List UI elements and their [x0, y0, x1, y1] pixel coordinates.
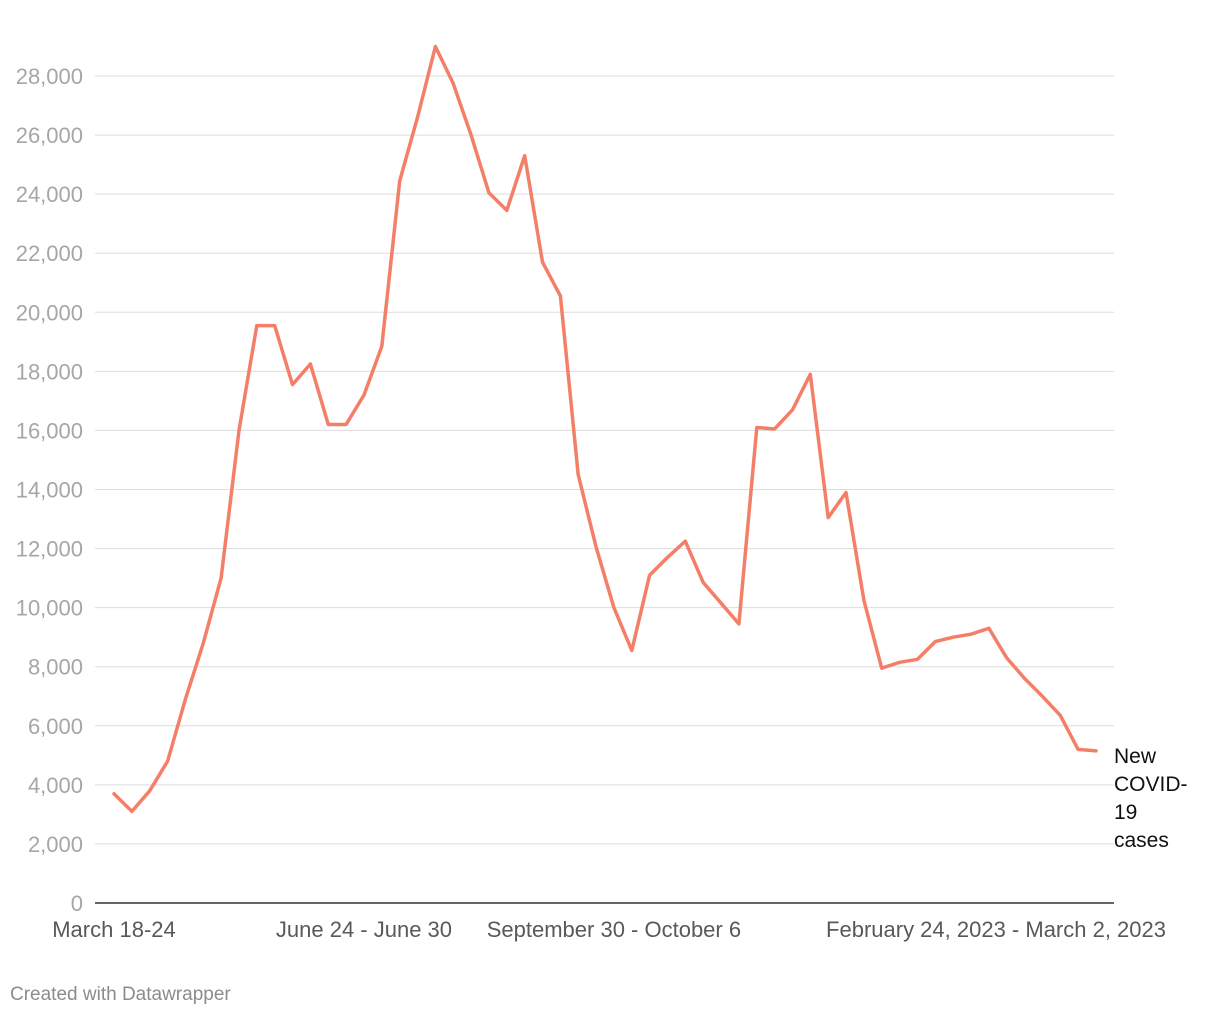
series-label-line: cases — [1114, 829, 1169, 852]
series-label-line: COVID- — [1114, 773, 1188, 796]
y-tick-label: 18,000 — [16, 359, 83, 384]
x-axis: March 18-24 June 24 - June 30 September 30… — [52, 902, 1166, 942]
series-line-new-covid-19-cases — [112, 44, 1098, 814]
gridlines — [95, 75, 1114, 845]
y-tick-label: 12,000 — [16, 537, 83, 562]
y-tick-label: 0 — [71, 891, 83, 916]
y-tick-label: 6,000 — [28, 714, 83, 739]
y-tick-label: 24,000 — [16, 182, 83, 207]
datawrapper-credit-link[interactable]: Created with Datawrapper — [10, 984, 231, 1005]
series-label-line: 19 — [1114, 801, 1137, 824]
y-tick-label: 4,000 — [28, 773, 83, 798]
y-tick-label: 16,000 — [16, 418, 83, 443]
y-tick-label: 2,000 — [28, 832, 83, 857]
y-tick-label: 14,000 — [16, 478, 83, 503]
x-tick-label: February 24, 2023 - March 2, 2023 — [826, 917, 1166, 942]
x-tick-label: March 18-24 — [52, 917, 176, 942]
y-tick-label: 22,000 — [16, 241, 83, 266]
y-tick-label: 8,000 — [28, 655, 83, 680]
y-tick-label: 26,000 — [16, 123, 83, 148]
y-tick-label: 28,000 — [16, 64, 83, 89]
x-tick-label: June 24 - June 30 — [276, 917, 452, 942]
series-layer — [112, 44, 1098, 814]
y-tick-label: 10,000 — [16, 596, 83, 621]
series-label-line: New — [1114, 745, 1157, 768]
x-tick-label: September 30 - October 6 — [487, 917, 741, 942]
y-axis: 0 2,000 4,000 6,000 8,000 10,000 12,000 14,000 1… — [16, 64, 83, 916]
y-tick-label: 20,000 — [16, 300, 83, 325]
series-label: New COVID- 19 cases — [1114, 745, 1188, 852]
